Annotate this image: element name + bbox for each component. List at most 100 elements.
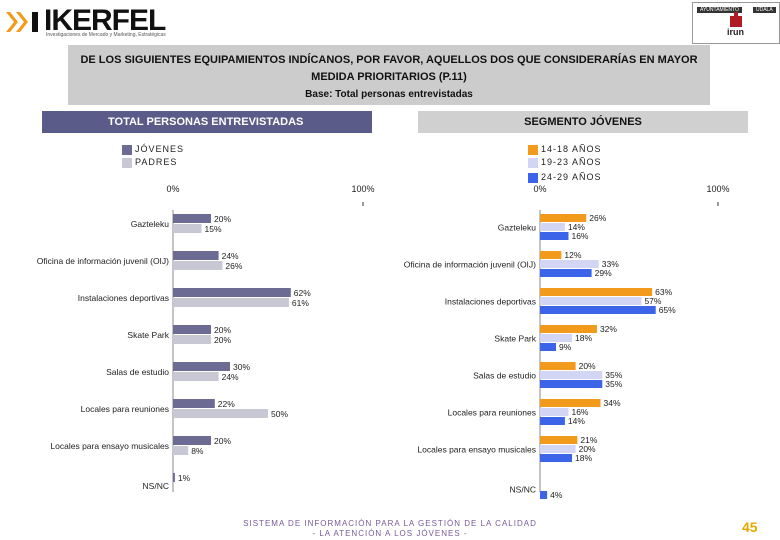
- data-label: 1%: [178, 473, 191, 483]
- bar-24-29-anos-salas-de-estudio: [540, 380, 603, 388]
- category-label-locales-para-ensayo-musicales: Locales para ensayo musicales: [417, 445, 536, 455]
- left-bar-chart: 0% 100%Gazteleku 20%15%Oficina de informac…: [37, 184, 375, 492]
- bar-14-18-anos-instalaciones-deportivas: [540, 288, 653, 296]
- data-label: 8%: [191, 446, 204, 456]
- data-label: 20%: [579, 444, 596, 454]
- data-label: 9%: [559, 342, 572, 352]
- legend-swatch: [528, 144, 538, 155]
- bar-padres-instalaciones-deportivas: [173, 298, 289, 307]
- data-label: 4%: [550, 490, 563, 500]
- legend-swatch: [528, 172, 538, 183]
- bar-19-23-anos-salas-de-estudio: [540, 371, 603, 379]
- data-label: 29%: [595, 268, 612, 278]
- x-tick-label: 100%: [351, 184, 374, 194]
- bar-19-23-anos-instalaciones-deportivas: [540, 297, 642, 305]
- bar-padres-locales-para-reuniones: [173, 409, 268, 418]
- x-tick-label: 100%: [706, 184, 729, 194]
- bar-jovenes-gazteleku: [173, 214, 211, 223]
- category-label-ns-nc: NS/NC: [143, 481, 169, 491]
- bar-24-29-anos-locales-para-ensayo-musicales: [540, 454, 573, 462]
- data-label: 24%: [222, 251, 239, 261]
- bar-padres-salas-de-estudio: [173, 372, 219, 381]
- data-label: 16%: [571, 231, 588, 241]
- bar-padres-skate-park: [173, 335, 211, 344]
- bar-19-23-anos-skate-park: [540, 334, 573, 342]
- data-label: 57%: [644, 296, 661, 306]
- category-label-skate-park: Skate Park: [494, 334, 536, 344]
- question-title: DE LOS SIGUIENTES EQUIPAMIENTOS INDÍCANO…: [68, 45, 710, 105]
- data-label: 62%: [294, 288, 311, 298]
- bar-24-29-anos-gazteleku: [540, 232, 569, 240]
- legend-swatch: [528, 157, 538, 168]
- bar-padres-gazteleku: [173, 224, 202, 233]
- data-label: 30%: [233, 362, 250, 372]
- legend-24-29: 24-29 AÑOS: [528, 172, 602, 183]
- legend-19-23: 19-23 AÑOS: [528, 157, 602, 168]
- data-label: 20%: [214, 436, 231, 446]
- data-label: 16%: [571, 407, 588, 417]
- crest-icon: [730, 12, 742, 27]
- bar-19-23-anos-locales-para-ensayo-musicales: [540, 445, 576, 453]
- bar-24-29-anos-instalaciones-deportivas: [540, 306, 656, 314]
- footer-line-2: - LA ATENCIÓN A LOS JÓVENES -: [312, 529, 468, 538]
- bar-24-29-anos-locales-para-reuniones: [540, 417, 565, 425]
- bar-14-18-anos-gazteleku: [540, 214, 587, 222]
- crest-caption-right: UDALA: [753, 7, 776, 13]
- data-label: 35%: [605, 379, 622, 389]
- data-label: 22%: [218, 399, 235, 409]
- bar-14-18-anos-salas-de-estudio: [540, 362, 576, 370]
- ikerfel-logo-mark: [6, 8, 40, 36]
- left-panel-header: TOTAL PERSONAS ENTREVISTADAS: [42, 111, 372, 133]
- data-label: 35%: [605, 370, 622, 380]
- crest-caption-left: AYUNTAMIENTO: [697, 7, 742, 13]
- data-label: 63%: [655, 287, 672, 297]
- data-label: 26%: [225, 261, 242, 271]
- x-tick-label: 0%: [533, 184, 546, 194]
- category-label-oficina-de-informacion-juvenil-oij: Oficina de información juvenil (OIJ): [404, 260, 536, 270]
- legend-jovenes: JÓVENES: [122, 144, 184, 155]
- bar-jovenes-skate-park: [173, 325, 211, 334]
- footer-line-1: SISTEMA DE INFORMACIÓN PARA LA GESTIÓN D…: [243, 519, 537, 528]
- title-base: Base: Total personas entrevistadas: [305, 89, 473, 100]
- legend-14-18: 14-18 AÑOS: [528, 144, 602, 155]
- category-label-salas-de-estudio: Salas de estudio: [473, 371, 536, 381]
- legend-padres: PADRES: [122, 157, 177, 168]
- bar-jovenes-instalaciones-deportivas: [173, 288, 291, 297]
- bar-jovenes-locales-para-reuniones: [173, 399, 215, 408]
- data-label: 20%: [214, 325, 231, 335]
- bar-24-29-anos-skate-park: [540, 343, 557, 351]
- category-label-locales-para-ensayo-musicales: Locales para ensayo musicales: [50, 441, 169, 451]
- category-label-locales-para-reuniones: Locales para reuniones: [81, 404, 169, 414]
- data-label: 14%: [568, 416, 585, 426]
- bar-14-18-anos-skate-park: [540, 325, 597, 333]
- title-line-2: MEDIDA PRIORITARIOS (P.11): [311, 71, 467, 83]
- brand-name: IKERFEL: [44, 4, 166, 37]
- right-panel-header: SEGMENTO JÓVENES: [418, 111, 748, 133]
- x-tick-label: 0%: [166, 184, 179, 194]
- legend-swatch: [122, 157, 132, 168]
- bar-24-29-anos-ns-nc: [540, 491, 548, 499]
- data-label: 12%: [564, 250, 581, 260]
- category-label-ns-nc: NS/NC: [510, 485, 536, 495]
- data-label: 14%: [568, 222, 585, 232]
- legend-label: PADRES: [135, 157, 178, 167]
- category-label-skate-park: Skate Park: [127, 330, 169, 340]
- page-number: 45: [742, 519, 758, 535]
- data-label: 20%: [214, 335, 231, 345]
- bar-19-23-anos-gazteleku: [540, 223, 565, 231]
- bar-14-18-anos-oficina-de-informacion-juvenil-oij: [540, 251, 562, 259]
- data-label: 65%: [659, 305, 676, 315]
- legend-label: 19-23 AÑOS: [541, 157, 602, 167]
- crest-name: irun: [727, 27, 744, 37]
- legend-label: JÓVENES: [135, 144, 185, 154]
- bar-19-23-anos-oficina-de-informacion-juvenil-oij: [540, 260, 599, 268]
- data-label: 61%: [292, 298, 309, 308]
- legend-label: 14-18 AÑOS: [541, 144, 602, 154]
- bar-jovenes-salas-de-estudio: [173, 362, 230, 371]
- bar-24-29-anos-oficina-de-informacion-juvenil-oij: [540, 269, 592, 277]
- title-line-1: DE LOS SIGUIENTES EQUIPAMIENTOS INDÍCANO…: [80, 54, 698, 66]
- bar-jovenes-ns-nc: [173, 473, 175, 482]
- category-label-gazteleku: Gazteleku: [498, 223, 537, 233]
- bar-19-23-anos-locales-para-reuniones: [540, 408, 569, 416]
- bar-jovenes-locales-para-ensayo-musicales: [173, 436, 211, 445]
